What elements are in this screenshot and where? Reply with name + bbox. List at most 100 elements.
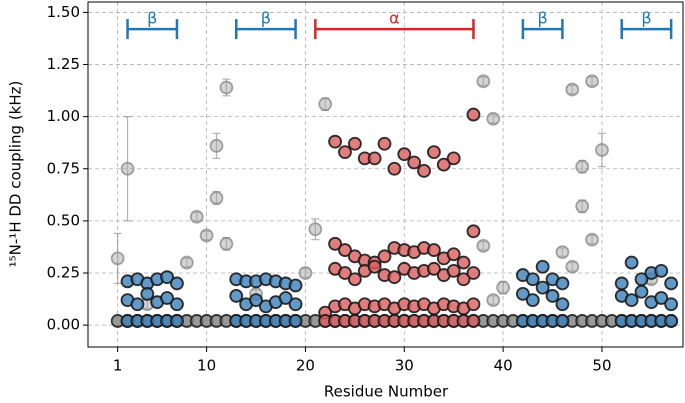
point: [347, 136, 362, 151]
point: [486, 111, 501, 126]
point: [664, 297, 679, 312]
point: [535, 280, 550, 295]
point: [199, 228, 214, 243]
x-axis-label: Residue Number: [324, 383, 449, 401]
x-tick-label: 20: [296, 357, 315, 375]
point: [427, 145, 441, 159]
point: [456, 255, 471, 270]
x-tick-label: 1: [113, 357, 123, 375]
point: [555, 245, 570, 260]
point: [466, 266, 481, 280]
point: [288, 278, 303, 293]
point: [565, 82, 580, 97]
point: [565, 259, 580, 274]
point: [427, 261, 441, 276]
point: [585, 232, 599, 247]
point: [170, 314, 184, 328]
point: [654, 264, 669, 278]
point: [397, 147, 412, 162]
point: [535, 259, 550, 274]
y-tick-label: 1.00: [47, 107, 80, 125]
x-tick-label: 50: [592, 357, 611, 375]
point: [377, 136, 392, 151]
point: [555, 314, 570, 328]
point: [160, 270, 174, 285]
point: [575, 199, 590, 214]
point: [387, 270, 402, 285]
y-tick-label: 0.00: [47, 316, 80, 334]
point: [140, 286, 155, 301]
point: [189, 209, 204, 224]
plot-frame: [87, 1, 684, 348]
point: [466, 107, 481, 122]
point: [575, 159, 590, 174]
point: [209, 191, 224, 205]
bracket-label: β: [261, 9, 271, 28]
bracket-label: β: [641, 9, 651, 28]
point: [367, 151, 382, 166]
y-axis-label: ¹⁵N-¹H DD coupling (kHz): [7, 81, 25, 268]
y-tick-label: 1.25: [47, 55, 80, 73]
point: [664, 314, 679, 328]
point: [525, 272, 540, 287]
point: [407, 155, 422, 170]
point: [209, 138, 224, 153]
point: [634, 284, 649, 299]
x-tick-label: 40: [494, 357, 513, 375]
point: [219, 80, 234, 95]
point: [585, 74, 599, 89]
point: [298, 266, 313, 280]
point: [466, 224, 481, 239]
point: [417, 163, 431, 178]
point: [338, 243, 352, 257]
point: [456, 272, 471, 287]
point: [308, 222, 323, 237]
point: [555, 297, 570, 312]
point: [278, 291, 293, 305]
point: [545, 289, 560, 303]
point: [179, 255, 194, 270]
point: [338, 145, 352, 159]
point: [160, 291, 174, 305]
x-tick-label: 30: [395, 357, 414, 375]
point: [476, 238, 491, 253]
point: [347, 272, 362, 287]
point: [328, 236, 342, 251]
point: [555, 276, 570, 291]
point: [170, 276, 184, 291]
point: [249, 293, 263, 307]
point: [595, 143, 609, 157]
point: [624, 293, 639, 307]
bracket-label: β: [147, 9, 157, 28]
point: [446, 247, 461, 262]
y-tick-label: 1.50: [47, 3, 80, 21]
point: [338, 266, 352, 280]
point: [367, 259, 382, 274]
point: [130, 297, 145, 312]
point: [446, 151, 461, 166]
point: [377, 249, 392, 264]
point: [328, 134, 342, 149]
point: [318, 97, 333, 112]
point: [229, 289, 244, 303]
point: [387, 161, 402, 176]
point: [525, 293, 540, 307]
y-tick-label: 0.25: [47, 263, 80, 281]
point: [288, 314, 303, 328]
y-tick-label: 0.50: [47, 211, 80, 229]
point: [446, 264, 461, 278]
point: [170, 297, 184, 312]
point: [466, 297, 481, 312]
point: [664, 276, 679, 291]
point: [476, 74, 491, 89]
point: [614, 276, 629, 291]
point: [496, 280, 511, 295]
point: [436, 157, 451, 172]
y-tick-label: 0.75: [47, 159, 80, 177]
point: [654, 291, 669, 305]
point: [120, 161, 135, 176]
x-tick-label: 10: [197, 357, 216, 375]
bracket-label: β: [538, 9, 548, 28]
point: [219, 236, 234, 251]
